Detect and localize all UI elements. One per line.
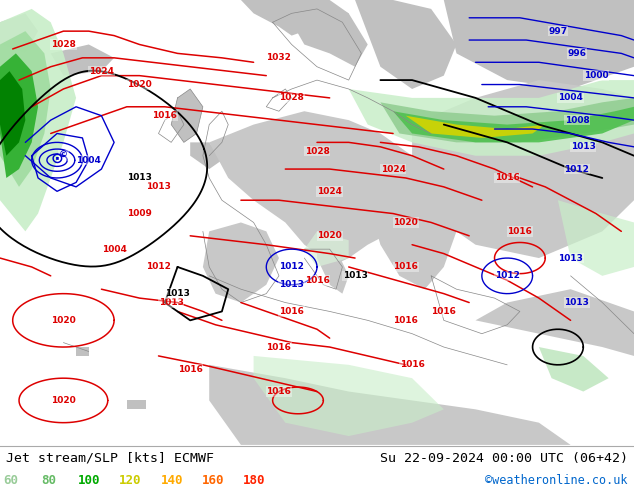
Text: Su 22-09-2024 00:00 UTC (06+42): Su 22-09-2024 00:00 UTC (06+42)	[380, 452, 628, 465]
Text: 1012: 1012	[279, 263, 304, 271]
Text: ⊙: ⊙	[51, 150, 63, 166]
Text: 996: 996	[567, 49, 586, 58]
Polygon shape	[209, 111, 431, 267]
Polygon shape	[171, 89, 203, 143]
Polygon shape	[304, 231, 349, 267]
Text: 1016: 1016	[266, 343, 292, 351]
Text: 1013: 1013	[165, 289, 190, 298]
Text: 180: 180	[243, 473, 265, 487]
Polygon shape	[241, 0, 349, 45]
Text: 1012: 1012	[146, 263, 171, 271]
Text: 1012: 1012	[495, 271, 520, 280]
Polygon shape	[393, 107, 634, 143]
Text: 1016: 1016	[178, 365, 203, 374]
Text: 1016: 1016	[279, 307, 304, 316]
Polygon shape	[349, 80, 634, 156]
Polygon shape	[51, 45, 114, 75]
Text: 1004: 1004	[101, 245, 127, 254]
Text: 1032: 1032	[266, 53, 292, 62]
Polygon shape	[539, 347, 609, 392]
Text: ©weatheronline.co.uk: ©weatheronline.co.uk	[485, 473, 628, 487]
Text: 1020: 1020	[127, 80, 152, 89]
Text: 1016: 1016	[399, 360, 425, 369]
Text: 160: 160	[202, 473, 224, 487]
Text: 1013: 1013	[146, 182, 171, 192]
Polygon shape	[203, 222, 279, 302]
Text: 1013: 1013	[564, 298, 590, 307]
Polygon shape	[444, 0, 634, 89]
Polygon shape	[0, 9, 76, 231]
Text: 1016: 1016	[266, 387, 292, 396]
Text: 1000: 1000	[584, 71, 608, 80]
Text: 1013: 1013	[127, 173, 152, 182]
Text: 1013: 1013	[342, 271, 368, 280]
Text: 1024: 1024	[317, 187, 342, 196]
Text: 1016: 1016	[495, 173, 520, 182]
Text: 1020: 1020	[51, 396, 76, 405]
Text: 1028: 1028	[304, 147, 330, 156]
Polygon shape	[476, 289, 634, 356]
Polygon shape	[209, 365, 571, 445]
Text: 1016: 1016	[152, 111, 178, 120]
Polygon shape	[412, 80, 634, 258]
Polygon shape	[368, 187, 456, 289]
Text: 1028: 1028	[279, 94, 304, 102]
Polygon shape	[127, 400, 146, 409]
Text: 1024: 1024	[380, 165, 406, 173]
Text: 1009: 1009	[127, 209, 152, 218]
Polygon shape	[279, 0, 368, 67]
Text: 1020: 1020	[317, 231, 342, 240]
Polygon shape	[355, 0, 456, 89]
Text: 1013: 1013	[158, 298, 184, 307]
Text: 1013: 1013	[558, 253, 583, 263]
Polygon shape	[0, 13, 38, 53]
Text: 1012: 1012	[564, 165, 590, 173]
Polygon shape	[406, 116, 545, 138]
Polygon shape	[190, 143, 222, 169]
Text: 1013: 1013	[279, 280, 304, 289]
Text: 1020: 1020	[51, 316, 76, 325]
Text: 1016: 1016	[507, 227, 533, 236]
Text: 100: 100	[78, 473, 100, 487]
Text: 1024: 1024	[89, 67, 114, 75]
Text: 60: 60	[3, 473, 18, 487]
Polygon shape	[0, 53, 38, 178]
Polygon shape	[76, 347, 89, 356]
Text: 1013: 1013	[571, 142, 596, 151]
Text: ©: ©	[59, 151, 68, 160]
Text: 1020: 1020	[393, 218, 418, 227]
Text: Jet stream/SLP [kts] ECMWF: Jet stream/SLP [kts] ECMWF	[6, 452, 214, 465]
Polygon shape	[558, 200, 634, 276]
Text: 1016: 1016	[304, 276, 330, 285]
Text: 1016: 1016	[431, 307, 456, 316]
Text: 1008: 1008	[564, 116, 590, 124]
Polygon shape	[0, 71, 25, 156]
Text: 1016: 1016	[393, 316, 418, 325]
Text: 997: 997	[548, 26, 567, 36]
Polygon shape	[254, 356, 444, 436]
Text: 120: 120	[119, 473, 141, 487]
Polygon shape	[0, 31, 51, 187]
Polygon shape	[317, 245, 349, 294]
Text: 140: 140	[160, 473, 183, 487]
Text: 1004: 1004	[76, 156, 101, 165]
Text: 80: 80	[41, 473, 56, 487]
Text: 1028: 1028	[51, 40, 76, 49]
Text: 1004: 1004	[558, 94, 583, 102]
Text: 1016: 1016	[393, 263, 418, 271]
Polygon shape	[380, 98, 634, 143]
